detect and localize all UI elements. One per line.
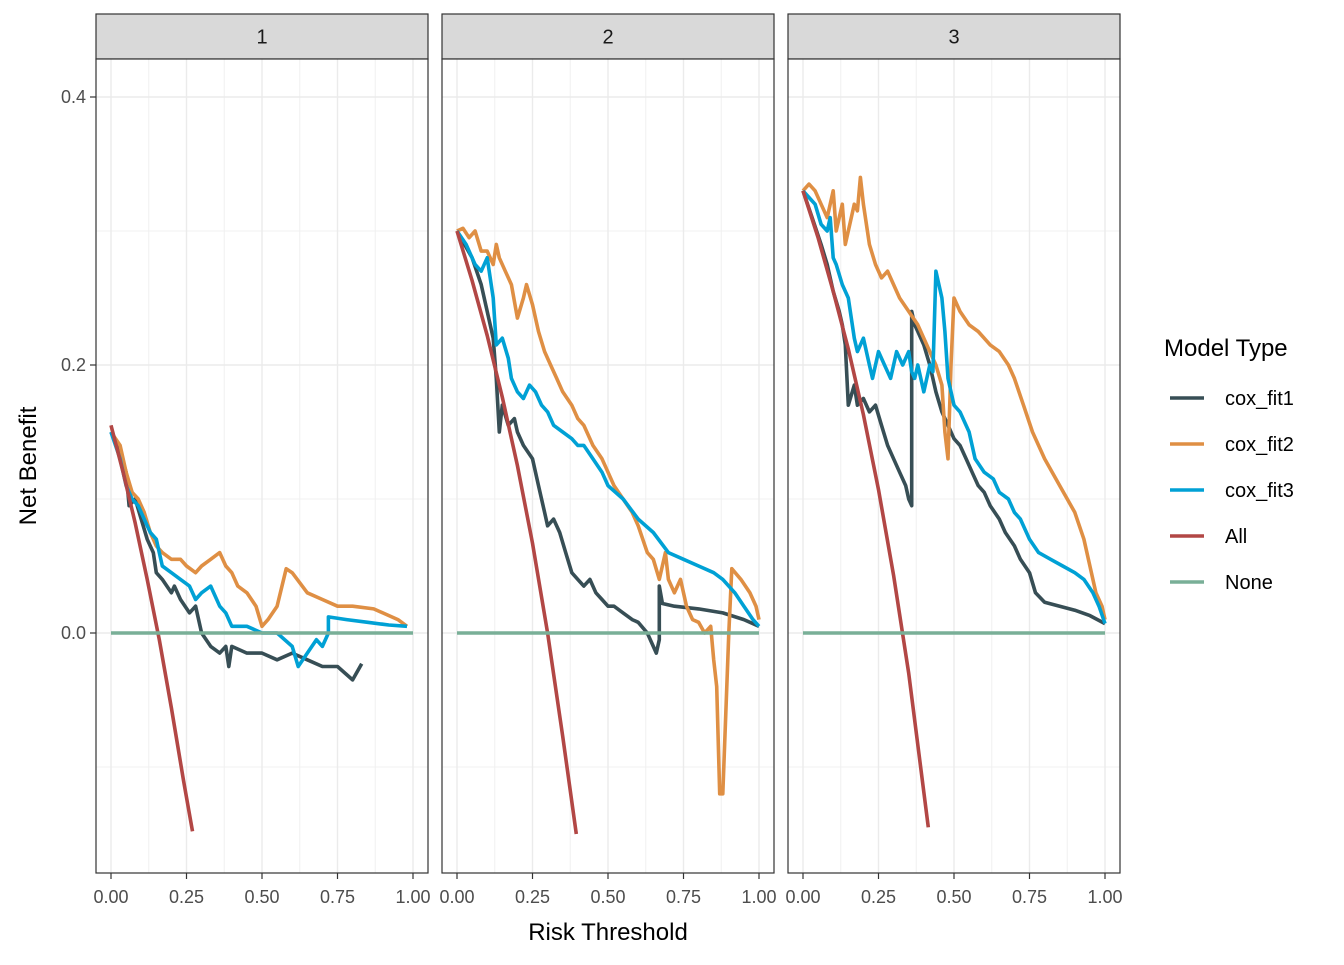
legend-title: Model Type bbox=[1164, 335, 1288, 362]
y-tick-label: 0.2 bbox=[61, 355, 86, 375]
x-tick-label: 1.00 bbox=[1087, 887, 1122, 907]
series-line-All-panel-3 bbox=[801, 190, 931, 828]
facet-label-1: 1 bbox=[256, 27, 267, 49]
x-tick-label: 1.00 bbox=[395, 887, 430, 907]
x-tick-label: 0.50 bbox=[244, 887, 279, 907]
legend-label-cox_fit2: cox_fit2 bbox=[1225, 434, 1294, 456]
series-line-cox_fit1-panel-3 bbox=[801, 190, 1106, 626]
x-tick-label: 0.50 bbox=[590, 887, 625, 907]
facet-label-2: 2 bbox=[602, 27, 613, 49]
x-tick-label: 1.00 bbox=[741, 887, 776, 907]
y-tick-label: 0.4 bbox=[61, 87, 86, 107]
series-line-cox_fit1-panel-2 bbox=[455, 230, 760, 655]
x-tick-label: 0.75 bbox=[666, 887, 701, 907]
x-tick-label: 0.50 bbox=[936, 887, 971, 907]
series-line-cox_fit3-panel-2 bbox=[455, 229, 761, 628]
series-line-cox_fit2-panel-2 bbox=[456, 226, 761, 796]
x-tick-label: 0.75 bbox=[1012, 887, 1047, 907]
facet-strip-1 bbox=[95, 13, 429, 60]
facet-strip-3 bbox=[787, 13, 1121, 60]
x-axis-title: Risk Threshold bbox=[528, 919, 688, 946]
x-tick-label: 0.25 bbox=[515, 887, 550, 907]
x-tick-label: 0.25 bbox=[169, 887, 204, 907]
series-line-All-panel-2 bbox=[455, 230, 579, 835]
x-tick-label: 0.00 bbox=[439, 887, 474, 907]
x-tick-label: 0.00 bbox=[785, 887, 820, 907]
series-line-cox_fit3-panel-1 bbox=[109, 431, 408, 669]
y-tick-label: 0.0 bbox=[61, 623, 86, 643]
facet-label-3: 3 bbox=[948, 27, 959, 49]
series-line-All-panel-1 bbox=[109, 424, 195, 832]
legend-label-None: None bbox=[1225, 572, 1273, 594]
x-tick-label: 0.25 bbox=[861, 887, 896, 907]
x-tick-label: 0.00 bbox=[93, 887, 128, 907]
y-axis-title: Net Benefit bbox=[15, 406, 42, 525]
legend-label-cox_fit3: cox_fit3 bbox=[1225, 480, 1294, 502]
x-tick-label: 0.75 bbox=[320, 887, 355, 907]
series-line-cox_fit3-panel-3 bbox=[801, 189, 1107, 625]
legend-label-All: All bbox=[1225, 526, 1247, 548]
legend-label-cox_fit1: cox_fit1 bbox=[1225, 388, 1294, 410]
